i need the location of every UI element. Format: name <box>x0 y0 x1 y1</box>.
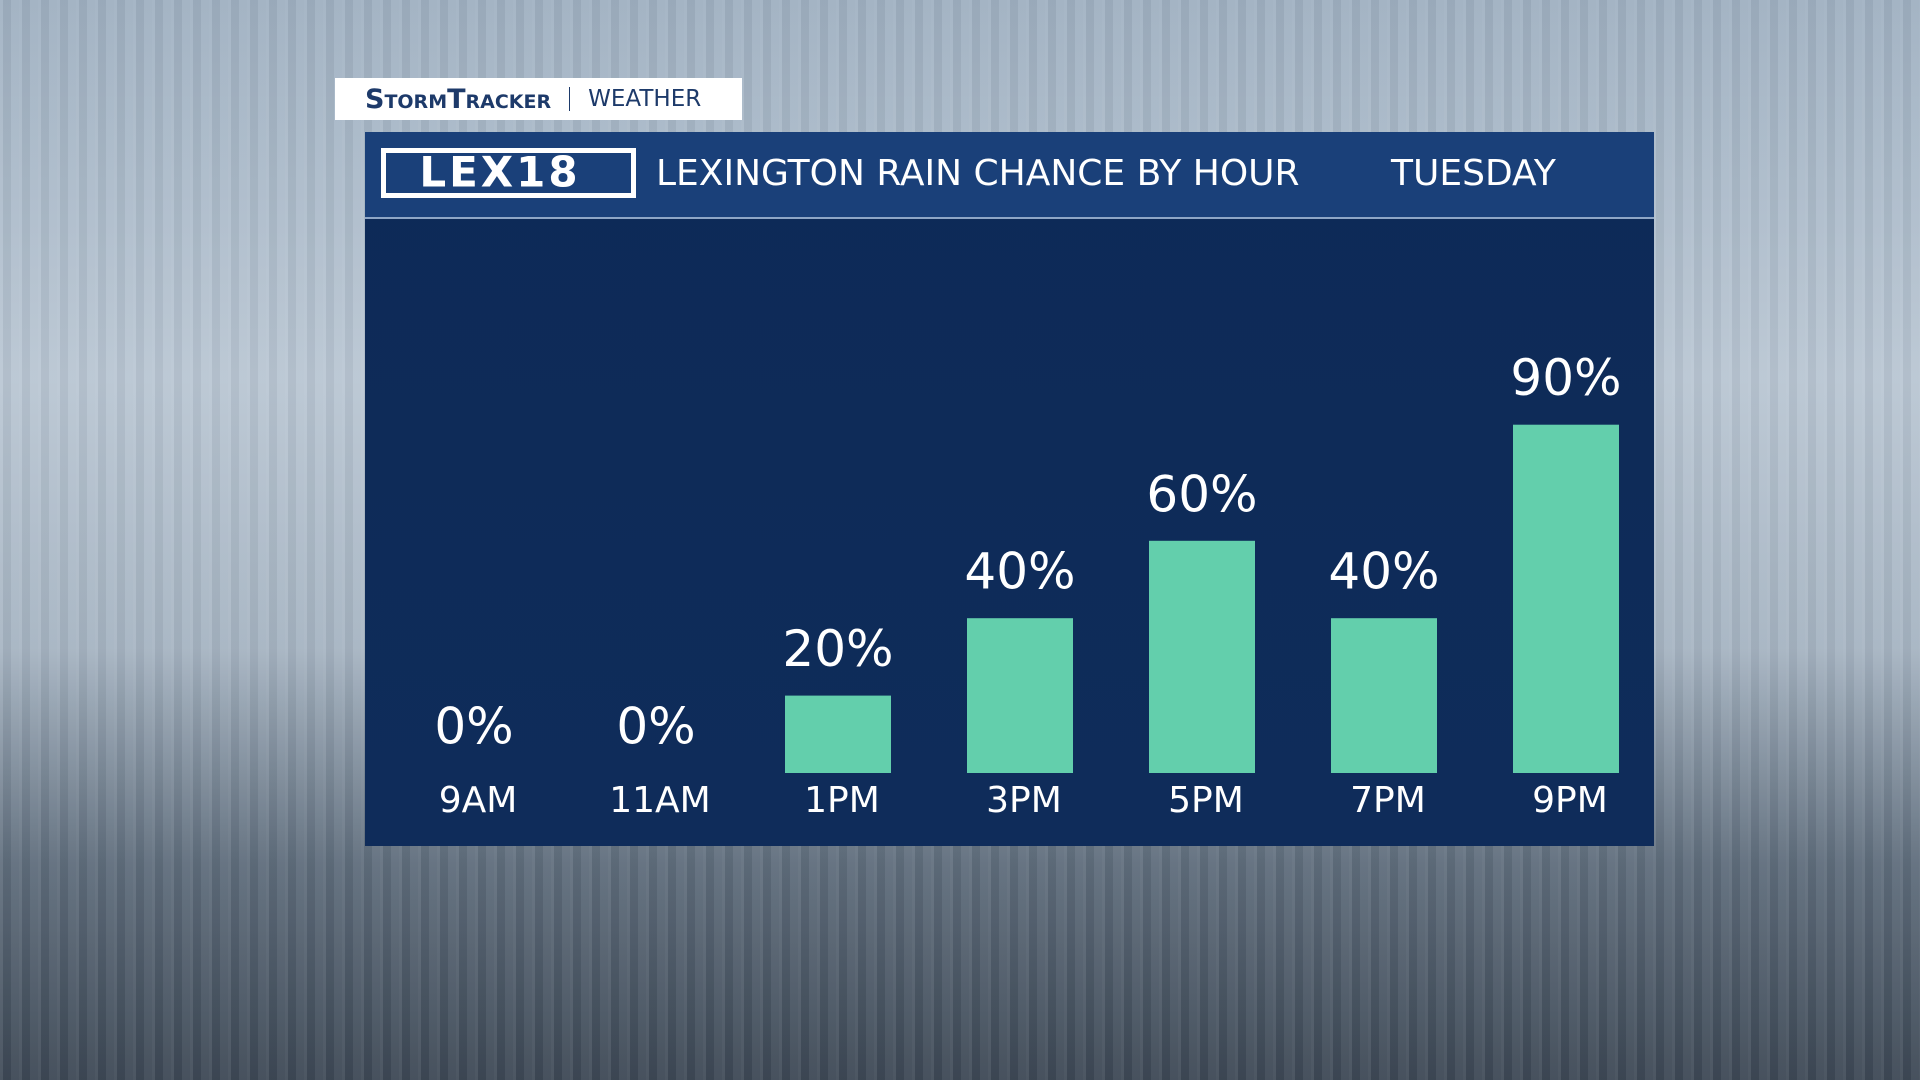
section-name: WEATHER <box>588 86 702 112</box>
x-tick-label: 9AM <box>439 780 518 821</box>
value-label: 20% <box>782 620 893 678</box>
brand-tag: StormTracker WEATHER <box>335 78 742 120</box>
x-tick-label: 9PM <box>1532 780 1608 821</box>
bar <box>1149 540 1255 773</box>
x-tick-label: 7PM <box>1350 780 1426 821</box>
bar <box>1513 424 1619 773</box>
value-label: 60% <box>1146 465 1257 523</box>
logo-inner <box>386 153 631 193</box>
bar <box>785 695 891 773</box>
x-tick-label: 3PM <box>986 780 1062 821</box>
separator <box>569 87 571 111</box>
value-label: 0% <box>434 698 513 756</box>
value-label: 0% <box>616 698 695 756</box>
value-label: 40% <box>964 543 1075 601</box>
x-tick-label: 11AM <box>609 780 711 821</box>
bar <box>1331 618 1437 773</box>
x-tick-label: 1PM <box>804 780 880 821</box>
x-tick-label: 5PM <box>1168 780 1244 821</box>
logo: LEX18 <box>419 148 580 197</box>
value-label: 40% <box>1328 543 1439 601</box>
chart-title: LEXINGTON RAIN CHANCE BY HOUR <box>656 153 1300 194</box>
bar <box>967 618 1073 773</box>
chart-subtitle: TUESDAY <box>1390 153 1557 194</box>
brand-name: StormTracker <box>365 83 552 115</box>
value-label: 90% <box>1510 349 1621 407</box>
